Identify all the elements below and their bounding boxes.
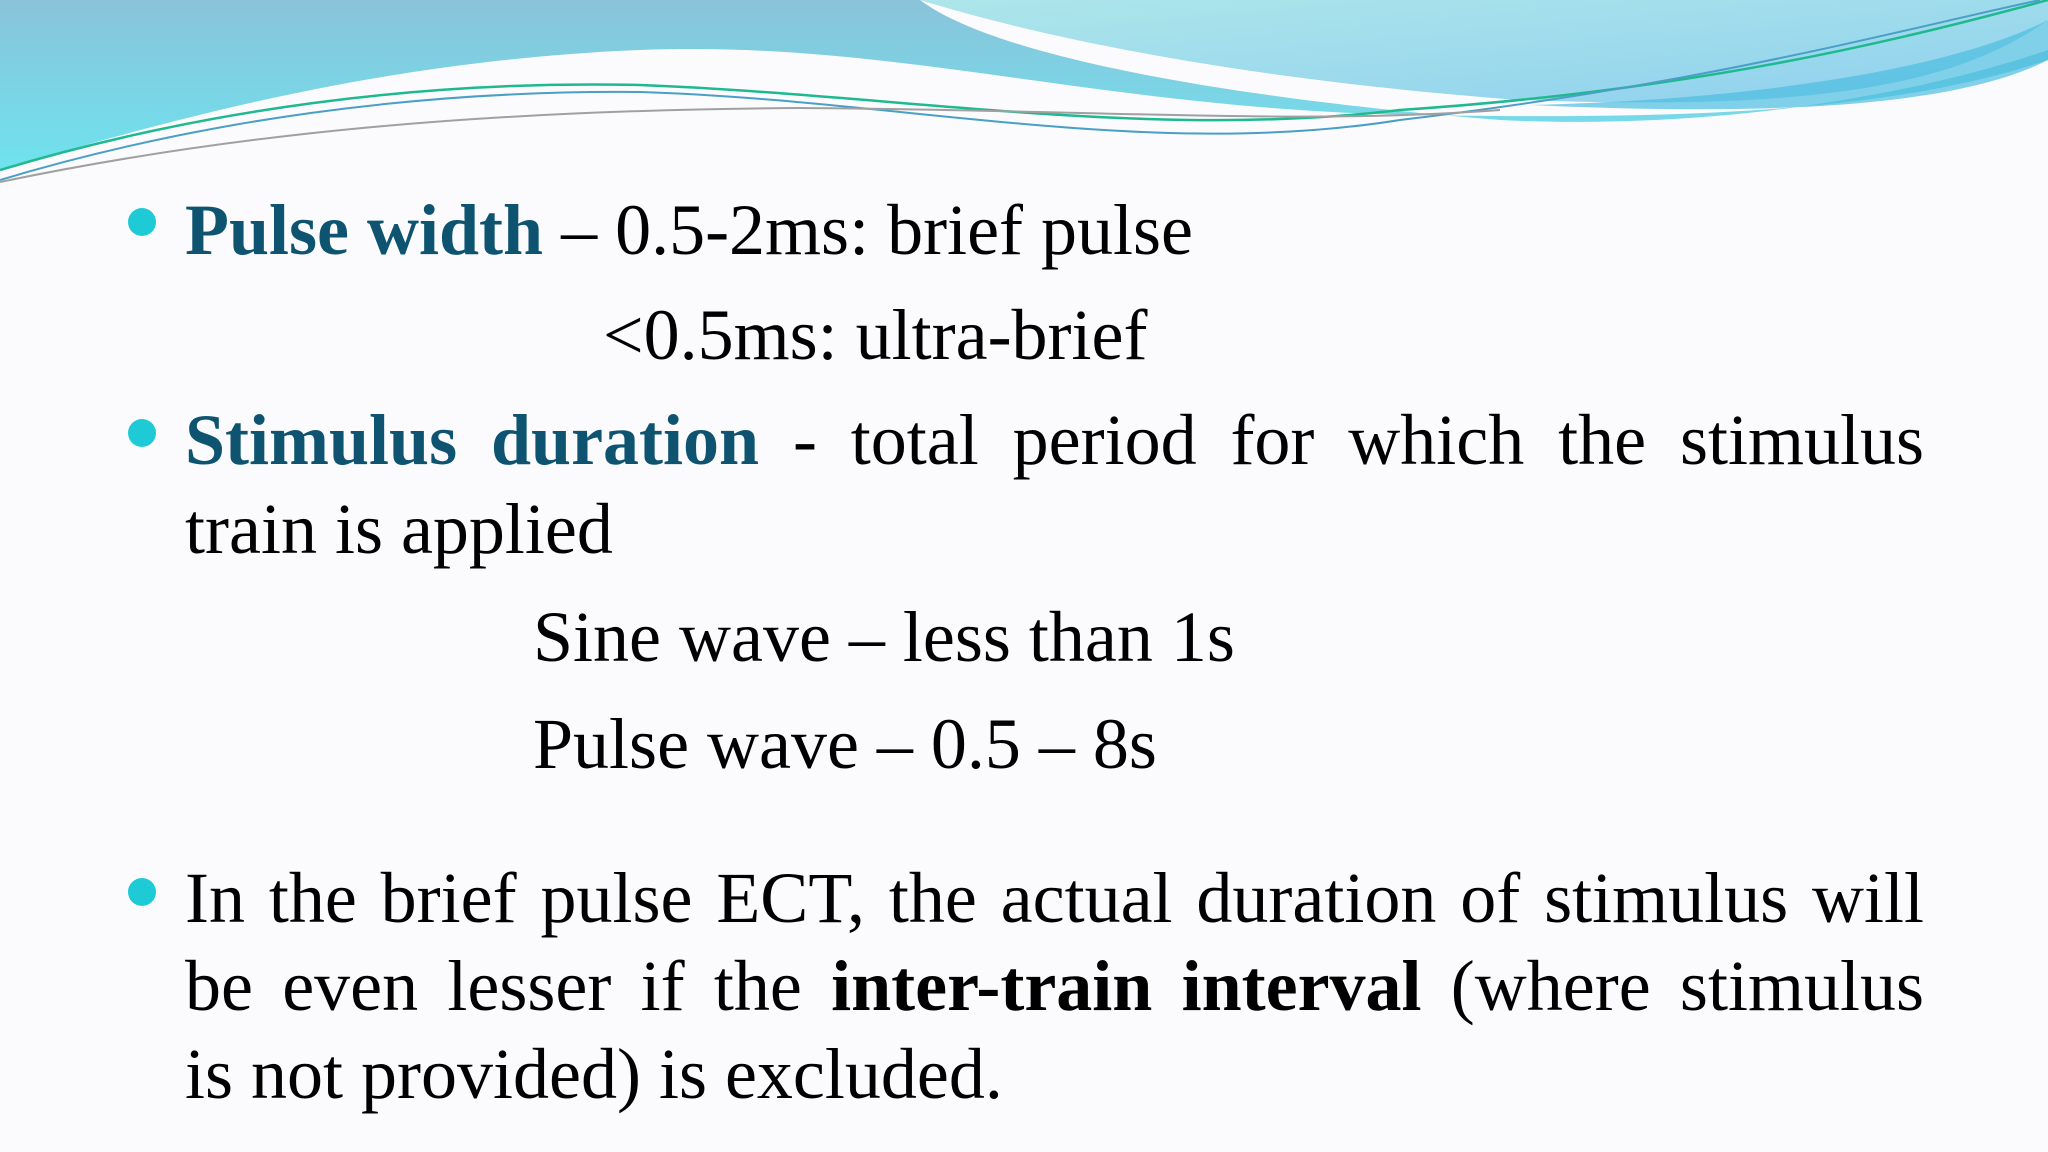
stimulus-duration-line2: train is applied	[185, 489, 613, 569]
brief-pulse-line2: be even lesser if the inter-train interv…	[185, 950, 1924, 1022]
pulse-wave-line: Pulse wave – 0.5 – 8s	[533, 704, 1157, 784]
pulse-width-text: – 0.5-2ms: brief pulse	[543, 190, 1193, 270]
stimulus-duration-line: Stimulus duration - total period for whi…	[185, 404, 1924, 476]
brief-pulse-line2-pre: be even lesser if the	[185, 946, 832, 1026]
brief-pulse-line3: is not provided) is excluded.	[185, 1034, 1003, 1114]
pulse-width-term: Pulse width	[185, 190, 544, 270]
ultra-brief-line: <0.5ms: ultra-brief	[603, 295, 1148, 375]
brief-pulse-line2-post: (where stimulus	[1421, 946, 1924, 1026]
bullet-icon	[128, 208, 156, 236]
brief-pulse-line1: In the brief pulse ECT, the actual durat…	[185, 858, 1924, 938]
stimulus-duration-text: - total period for which the stimulus	[759, 400, 1924, 480]
sine-wave-line: Sine wave – less than 1s	[533, 597, 1235, 677]
stimulus-duration-term: Stimulus duration	[185, 400, 760, 480]
inter-train-interval-term: inter-train interval	[831, 946, 1422, 1026]
bullet-icon	[128, 419, 156, 447]
header-wave-decoration	[0, 0, 2048, 183]
pulse-width-line: Pulse width – 0.5-2ms: brief pulse	[185, 194, 1193, 266]
bullet-icon	[128, 878, 156, 906]
